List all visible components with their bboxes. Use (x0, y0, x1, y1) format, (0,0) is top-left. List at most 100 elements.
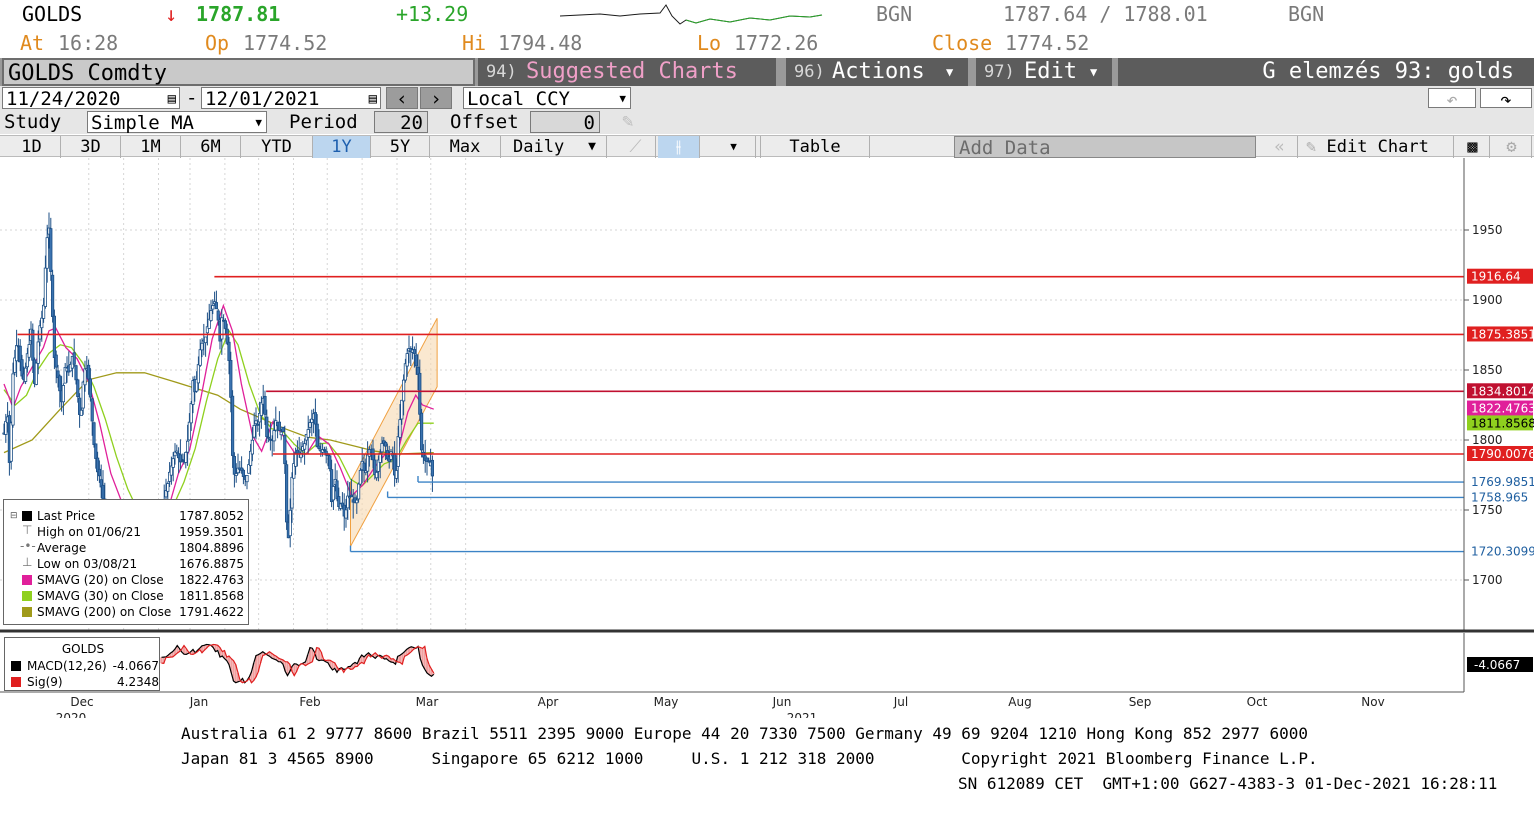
legend-name: Low on 03/08/21 (37, 557, 138, 571)
price-tag-label: 1790.0076 (1471, 447, 1534, 461)
candle-body (4, 420, 8, 435)
candle-body (49, 228, 53, 272)
gear-icon[interactable]: ⚙ (1492, 136, 1532, 158)
start-date-input[interactable]: 11/24/2020 ▤ (2, 87, 180, 110)
candle-body (272, 430, 276, 442)
edit-menu[interactable]: 97) Edit ▼ (976, 58, 1112, 86)
x-axis-month-label: Apr (538, 695, 559, 709)
candle-body (164, 490, 168, 498)
macd-legend-title: GOLDS (61, 642, 105, 656)
price-source: BGN (876, 2, 913, 26)
candle-body (173, 451, 177, 457)
average-marker-icon: -•- (20, 539, 36, 553)
undo-button[interactable]: ↶ (1428, 88, 1476, 111)
candle-body (263, 395, 267, 415)
candle-body (340, 502, 345, 507)
calendar-icon[interactable]: ▤ (368, 91, 377, 107)
actions-menu[interactable]: 96) Actions ▼ (786, 58, 968, 86)
chevron-down-icon: ▼ (588, 139, 596, 154)
edit-chart-button[interactable]: ✎ Edit Chart (1300, 136, 1454, 158)
range-1y-button[interactable]: 1Y (313, 136, 371, 158)
candle-body (365, 454, 370, 472)
next-period-button[interactable]: › (420, 87, 452, 110)
candle-body (54, 354, 58, 368)
price-tag-label: 1916.64 (1471, 270, 1521, 284)
candle-body (196, 364, 200, 384)
period-input[interactable]: 20 (374, 111, 428, 134)
study-label: Study (4, 111, 62, 133)
candle-body (97, 468, 101, 477)
chart-type-dropdown[interactable]: ▼ (712, 136, 756, 158)
suggested-charts-button[interactable]: 94) Suggested Charts (478, 58, 776, 86)
range-1d-button[interactable]: 1D (3, 136, 61, 158)
range-6m-button[interactable]: 6M (181, 136, 241, 158)
candle-body (277, 421, 282, 431)
legend-value: 4.2348 (117, 675, 159, 689)
minus-box-icon[interactable]: ⊟ (10, 511, 18, 521)
candle-body (18, 345, 22, 363)
frequency-select[interactable]: Daily ▼ (503, 136, 607, 158)
chevron-down-icon: ▼ (1090, 65, 1098, 79)
security-field[interactable]: GOLDS Comdty (2, 58, 475, 86)
candle-body (302, 443, 307, 450)
candle-body (288, 509, 292, 537)
candle-body (45, 237, 49, 269)
macd-line (161, 643, 435, 684)
range-1m-button[interactable]: 1M (121, 136, 181, 158)
sma-200-line (3, 372, 434, 455)
candle-body (374, 471, 379, 479)
offset-input[interactable]: 0 (530, 111, 600, 134)
price-tag (1467, 268, 1533, 284)
candle-body (427, 460, 431, 463)
x-axis-month-label: May (654, 695, 679, 709)
candle-body (88, 378, 92, 398)
candle-body (430, 459, 435, 477)
candle-body (169, 465, 173, 476)
legend-name: Last Price (37, 509, 96, 523)
study-select[interactable]: Simple MA ▼ (87, 111, 267, 134)
candle-body (14, 345, 19, 362)
legend-value: 1959.3501 (179, 525, 244, 539)
legend-row-average: -•- Average 1804.8896 (4, 539, 250, 556)
currency-value: Local CCY (467, 88, 570, 110)
range-5y-button[interactable]: 5Y (371, 136, 430, 158)
end-date-input[interactable]: 12/01/2021 ▤ (201, 87, 381, 110)
candle-body (398, 419, 402, 438)
candle-body (234, 473, 238, 476)
range-ytd-button[interactable]: YTD (241, 136, 313, 158)
candle-body (247, 464, 251, 474)
candle-body (87, 364, 91, 380)
double-chevron-left-icon[interactable]: « (1262, 136, 1298, 158)
start-date-value: 11/24/2020 (6, 88, 121, 110)
down-arrow-icon: ↓ (165, 2, 178, 26)
candle-body (308, 422, 312, 428)
candle-body (414, 354, 418, 367)
candle-body (356, 483, 361, 500)
low-value: 1772.26 (734, 31, 819, 55)
redo-button[interactable]: ↷ (1480, 88, 1532, 111)
chart-settings-icon[interactable]: ▩ (1456, 136, 1490, 158)
candle-body (405, 353, 409, 367)
undo-icon: ↶ (1446, 89, 1458, 111)
add-data-input[interactable]: Add Data (954, 136, 1256, 159)
range-3d-button[interactable]: 3D (61, 136, 121, 158)
pencil-icon[interactable]: ✎ (622, 110, 634, 132)
table-button[interactable]: Table (760, 136, 870, 158)
candle-body (349, 494, 354, 498)
candle-body (376, 459, 381, 472)
currency-select[interactable]: Local CCY ▼ (463, 87, 631, 110)
line-chart-icon[interactable]: ⟋ (616, 136, 656, 158)
date-separator: - (186, 87, 198, 109)
price-tag-label: 1875.3851 (1471, 327, 1534, 341)
price-tag (1467, 445, 1533, 461)
range-max-button[interactable]: Max (430, 136, 501, 158)
candle-body (74, 365, 78, 381)
chart-title-area: G elemzés 93: golds (1118, 58, 1534, 86)
candle-body (254, 420, 258, 425)
candle-chart-icon[interactable]: ⫲ (658, 136, 700, 158)
calendar-icon[interactable]: ▤ (167, 91, 176, 107)
price-tag-label: 1834.8014 (1471, 384, 1534, 398)
chevron-down-icon: ▼ (619, 92, 626, 105)
open-label: Op (205, 31, 230, 55)
prev-period-button[interactable]: ‹ (386, 87, 418, 110)
